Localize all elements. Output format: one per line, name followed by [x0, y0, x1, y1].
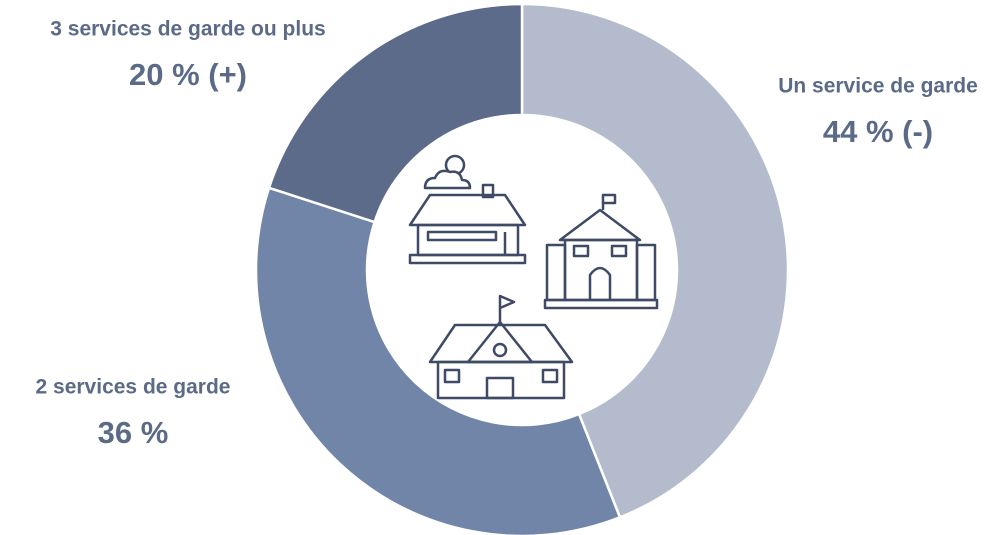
value-label: 44 % (-): [823, 114, 933, 149]
wedge: [267, 2, 524, 224]
wedge: [520, 2, 790, 519]
donut: [254, 2, 790, 535]
wedge: [254, 186, 622, 535]
value-label: 36 %: [98, 415, 169, 450]
value-label: 20 % (+): [129, 57, 247, 92]
category-label: 3 services de garde ou plus: [50, 18, 325, 41]
category-label: 2 services de garde: [36, 376, 231, 399]
building-icons: [408, 154, 659, 400]
category-label: Un service de garde: [778, 75, 978, 98]
